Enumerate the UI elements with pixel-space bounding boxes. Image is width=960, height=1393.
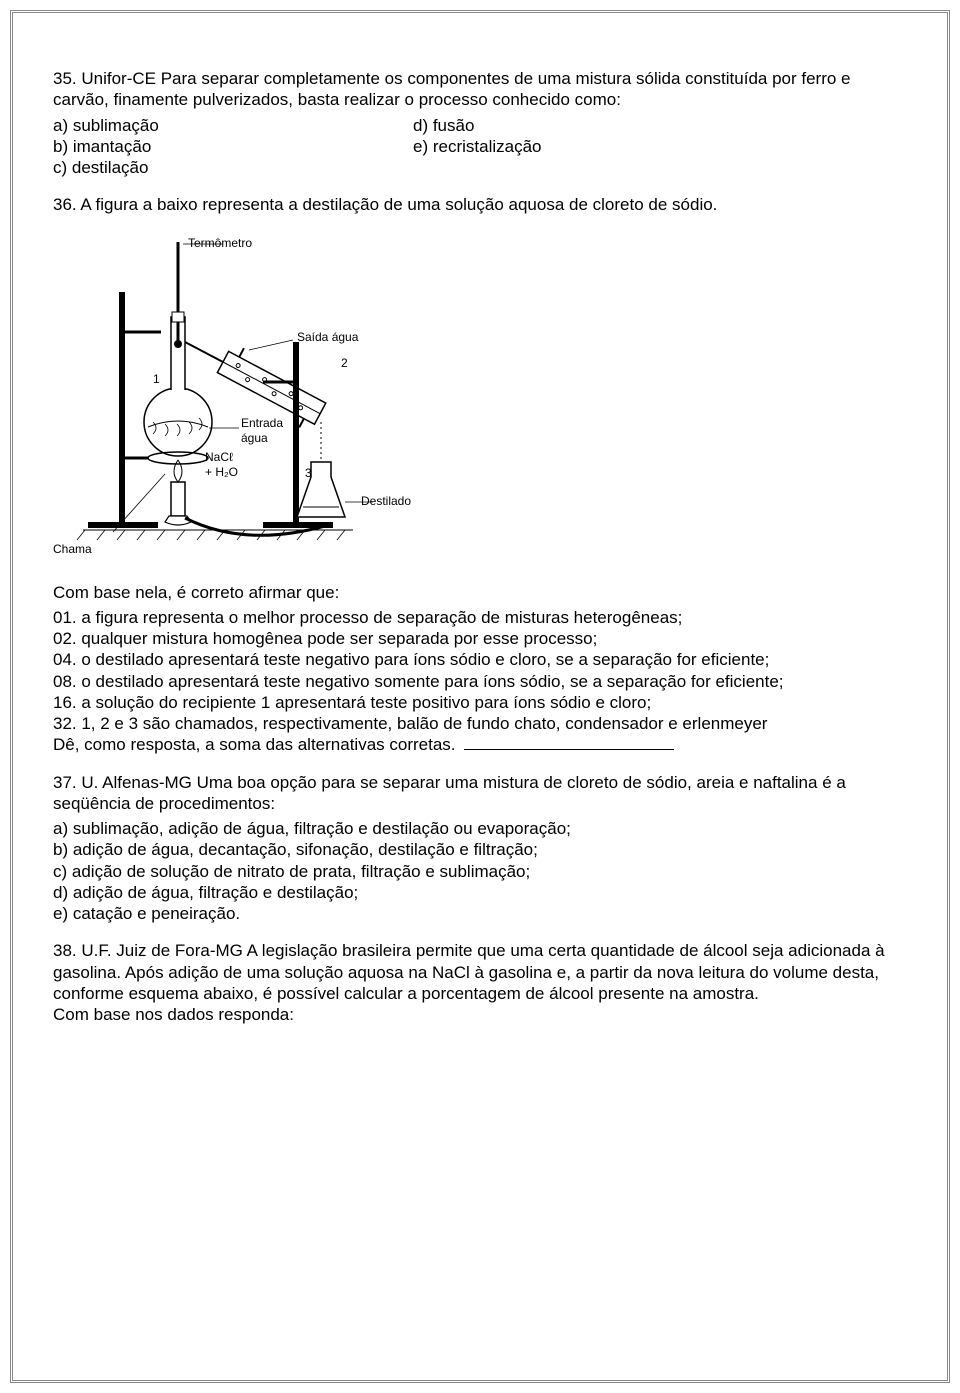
- q35-opt-e: e) recristalização: [413, 136, 907, 157]
- q36-item-01: 01. a figura representa o melhor process…: [53, 607, 907, 628]
- q36-item-32: 32. 1, 2 e 3 são chamados, respectivamen…: [53, 713, 907, 734]
- q37-opt-c: c) adição de solução de nitrato de prata…: [53, 861, 907, 882]
- q36-answer-line: Dê, como resposta, a soma das alternativ…: [53, 734, 907, 755]
- q35-opt-b: b) imantação: [53, 136, 413, 157]
- q35-opt-c: c) destilação: [53, 157, 413, 178]
- q37-opt-b: b) adição de água, decantação, sifonação…: [53, 839, 907, 860]
- q36-intro: 36. A figura a baixo representa a destil…: [53, 194, 907, 215]
- distillation-figure: Termômetro Saída água Entrada água NaCℓ …: [53, 222, 393, 572]
- fig-label-2: 2: [341, 356, 348, 371]
- fig-label-1: 1: [153, 372, 160, 387]
- fig-label-nacl: NaCℓ + H₂O: [205, 450, 238, 480]
- q36-item-08: 08. o destilado apresentará teste negati…: [53, 671, 907, 692]
- q36-answer-prompt: Dê, como resposta, a soma das alternativ…: [53, 735, 456, 754]
- fig-label-3: 3: [305, 466, 312, 481]
- q37-opt-e: e) catação e peneiração.: [53, 903, 907, 924]
- q38-text: 38. U.F. Juiz de Fora-MG A legislação br…: [53, 940, 907, 1004]
- q37-opt-d: d) adição de água, filtração e destilaçã…: [53, 882, 907, 903]
- fig-label-destilado: Destilado: [361, 494, 411, 509]
- q37-opt-a: a) sublimação, adição de água, filtração…: [53, 818, 907, 839]
- q35-opt-d: d) fusão: [413, 115, 907, 136]
- q35-text: 35. Unifor-CE Para separar completamente…: [53, 68, 907, 111]
- answer-blank[interactable]: [464, 749, 674, 750]
- fig-label-chama: Chama: [53, 542, 92, 557]
- fig-label-entrada-agua: Entrada água: [241, 416, 283, 446]
- fig-label-saida-agua: Saída água: [297, 330, 358, 345]
- q38-tail: Com base nos dados responda:: [53, 1004, 907, 1025]
- fig-label-termometro: Termômetro: [188, 236, 252, 251]
- q35-opt-a: a) sublimação: [53, 115, 413, 136]
- q36-after-fig: Com base nela, é correto afirmar que:: [53, 582, 907, 603]
- q37-text: 37. U. Alfenas-MG Uma boa opção para se …: [53, 772, 907, 815]
- q36-item-04: 04. o destilado apresentará teste negati…: [53, 649, 907, 670]
- q36-item-16: 16. a solução do recipiente 1 apresentar…: [53, 692, 907, 713]
- q36-item-02: 02. qualquer mistura homogênea pode ser …: [53, 628, 907, 649]
- q35-options: a) sublimação b) imantação c) destilação…: [53, 115, 907, 179]
